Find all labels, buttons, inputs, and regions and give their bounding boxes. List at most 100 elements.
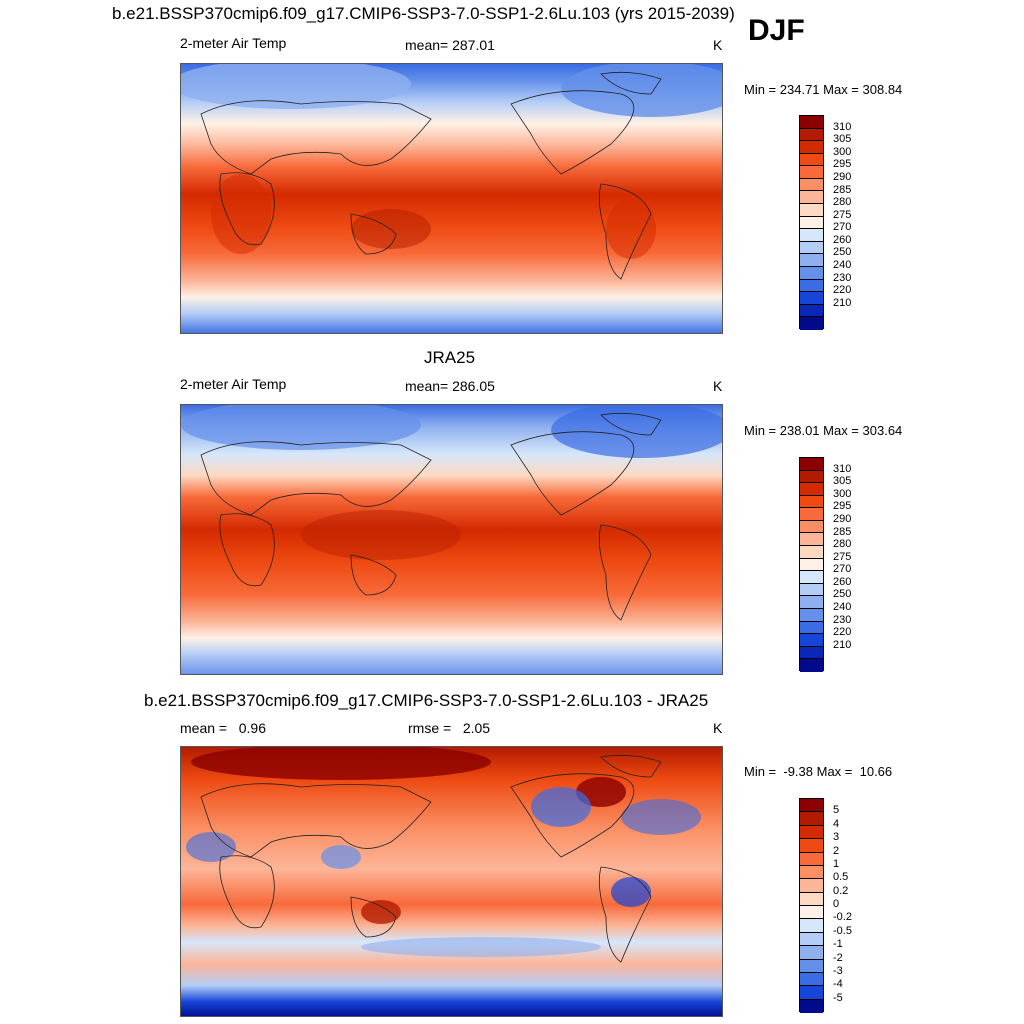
- colorbar-tick-label: 0.2: [833, 884, 849, 897]
- colorbar-tick-label: 0: [833, 898, 840, 910]
- colorbar-tick-label: 240: [833, 601, 852, 614]
- colorbar-tick-label: 310: [833, 462, 852, 475]
- panel3-rmse: rmse = 2.05: [408, 720, 491, 736]
- colorbar-swatch: [800, 470, 823, 484]
- colorbar-tick-label: 250: [833, 588, 852, 601]
- coastline-outline: [200, 754, 662, 963]
- colorbar-swatch: [800, 241, 823, 255]
- colorbar-tick-label: 295: [833, 158, 852, 171]
- colorbar-swatch: [800, 191, 823, 205]
- colorbar-swatch: [800, 959, 823, 973]
- colorbar-swatch: [800, 204, 823, 217]
- panel2-variable: 2-meter Air Temp: [180, 376, 287, 392]
- colorbar-tick-label: 230: [833, 613, 852, 626]
- colorbar-swatch: [800, 141, 823, 154]
- colorbar-swatch: [800, 279, 823, 293]
- colorbar-swatch: [800, 906, 823, 920]
- colorbar-swatch: [800, 229, 823, 242]
- colorbar-tick-label: 210: [833, 638, 852, 651]
- colorbar-swatch: [800, 216, 823, 230]
- colorbar-tick-label: 295: [833, 500, 852, 513]
- colorbar-tick-label: 300: [833, 487, 852, 500]
- colorbar-tick-label: 290: [833, 170, 852, 183]
- colorbar-swatch: [800, 254, 823, 267]
- panel1-mean: mean= 287.01: [405, 37, 495, 53]
- colorbar-swatch: [800, 852, 823, 866]
- panel1-units: K: [713, 37, 723, 53]
- colorbar-tick-label: 240: [833, 259, 852, 272]
- colorbar-tick-label: -0.2: [833, 911, 852, 924]
- colorbar-tick-label: -0.5: [833, 924, 852, 937]
- colorbar-swatch: [800, 571, 823, 584]
- colorbar-tick-label: 220: [833, 284, 852, 297]
- colorbar-tick-label: 280: [833, 538, 852, 551]
- main-title: b.e21.BSSP370cmip6.f09_g17.CMIP6-SSP3-7.…: [112, 4, 735, 23]
- colorbar-tick-label: 280: [833, 196, 852, 209]
- colorbar-swatch: [800, 839, 823, 853]
- colorbar-swatch: [800, 879, 823, 893]
- colorbar-tick-label: 305: [833, 133, 852, 146]
- colorbar-tick-label: -3: [833, 964, 843, 977]
- panel3-map: [180, 746, 723, 1017]
- colorbar-swatch: [800, 608, 823, 622]
- colorbar-swatch: [800, 178, 823, 192]
- panel3-units: K: [713, 720, 723, 736]
- colorbar-swatch: [800, 646, 823, 660]
- colorbar-tick-label: -2: [833, 951, 843, 964]
- colorbar-tick-label: 210: [833, 296, 852, 309]
- colorbar-tick-label: 270: [833, 221, 852, 234]
- colorbar-swatch: [800, 116, 823, 129]
- colorbar-swatch: [800, 508, 823, 521]
- colorbar-swatch: [800, 621, 823, 635]
- panel2-colorbar: [799, 457, 824, 672]
- colorbar-tick-label: 1: [833, 857, 840, 870]
- colorbar-swatch: [800, 999, 823, 1013]
- colorbar-swatch: [800, 458, 823, 471]
- colorbar-swatch: [800, 932, 823, 947]
- panel1-minmax: Min = 234.71 Max = 308.84: [744, 82, 903, 97]
- panel2-map: [180, 404, 723, 675]
- colorbar-tick-label: 305: [833, 475, 852, 488]
- colorbar-swatch: [800, 128, 823, 142]
- colorbar-tick-label: -5: [833, 991, 843, 1004]
- colorbar-tick-label: 230: [833, 271, 852, 284]
- colorbar-swatch: [800, 483, 823, 496]
- colorbar-tick-label: 0.5: [833, 871, 849, 884]
- colorbar-swatch: [800, 659, 823, 672]
- colorbar-swatch: [800, 520, 823, 534]
- colorbar-swatch: [800, 972, 823, 987]
- colorbar-swatch: [800, 892, 823, 906]
- colorbar-swatch: [800, 558, 823, 572]
- colorbar-swatch: [800, 292, 823, 305]
- colorbar-swatch: [800, 919, 823, 933]
- colorbar-tick-label: 220: [833, 626, 852, 639]
- colorbar-swatch: [800, 634, 823, 647]
- colorbar-tick-label: 290: [833, 512, 852, 525]
- colorbar-tick-label: 260: [833, 233, 852, 246]
- colorbar-tick-label: 4: [833, 817, 840, 830]
- panel3-colorbar: [799, 798, 824, 1013]
- panel3-mean: mean = 0.96: [180, 720, 267, 736]
- colorbar-tick-label: -1: [833, 938, 843, 951]
- colorbar-tick-label: 285: [833, 525, 852, 538]
- colorbar-tick-label: 270: [833, 563, 852, 576]
- panel1-variable: 2-meter Air Temp: [180, 35, 287, 51]
- colorbar-tick-label: 2: [833, 844, 840, 857]
- colorbar-swatch: [800, 317, 823, 330]
- colorbar-swatch: [800, 825, 823, 840]
- panel3-title: b.e21.BSSP370cmip6.f09_g17.CMIP6-SSP3-7.…: [144, 691, 709, 710]
- season-label: DJF: [748, 14, 805, 47]
- colorbar-tick-label: 3: [833, 831, 840, 844]
- colorbar-swatch: [800, 865, 823, 880]
- colorbar-swatch: [800, 166, 823, 179]
- colorbar-swatch: [800, 799, 823, 813]
- colorbar-tick-label: 260: [833, 575, 852, 588]
- colorbar-swatch: [800, 812, 823, 826]
- coastline-outline: [200, 71, 662, 280]
- colorbar-tick-label: 275: [833, 208, 852, 221]
- colorbar-swatch: [800, 266, 823, 280]
- colorbar-tick-label: 250: [833, 246, 852, 259]
- colorbar-tick-label: 310: [833, 120, 852, 133]
- panel2-title: JRA25: [424, 348, 476, 367]
- panel1-colorbar: [799, 115, 824, 330]
